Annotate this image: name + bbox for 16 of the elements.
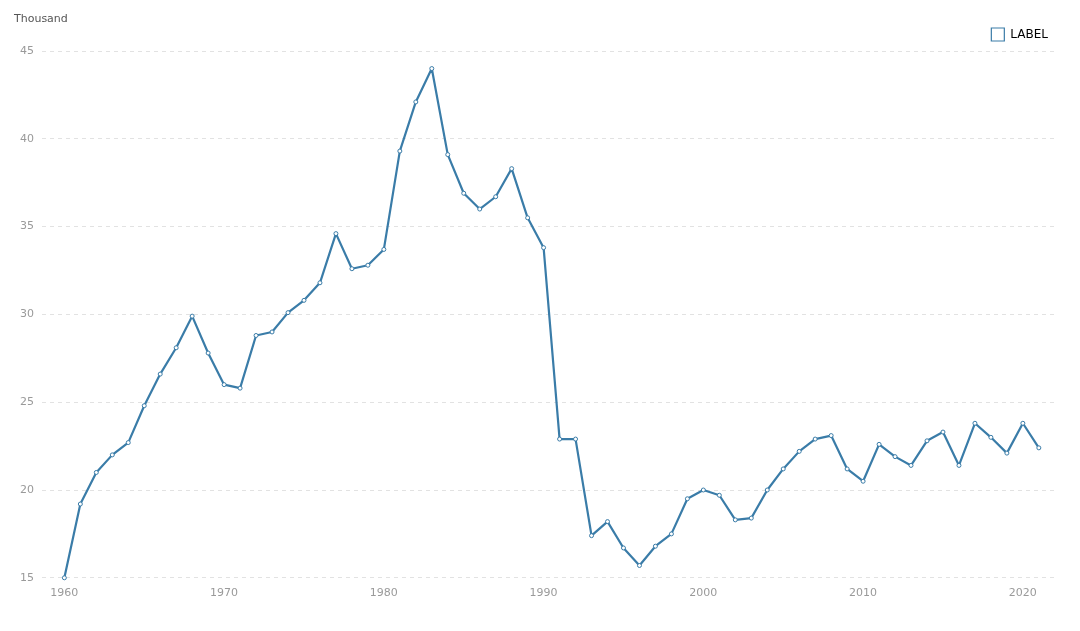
y-tick-label: 15 bbox=[20, 570, 34, 584]
x-tick-label: 1970 bbox=[210, 586, 239, 600]
legend-label: LABEL bbox=[1010, 26, 1049, 41]
y-axis-title: Thousand bbox=[13, 12, 68, 26]
x-tick-label: 2010 bbox=[849, 586, 878, 600]
x-tick-label: 1990 bbox=[529, 586, 558, 600]
x-tick-label: 1980 bbox=[369, 586, 398, 600]
x-tick-label: 1960 bbox=[50, 586, 79, 600]
x-tick-label: 2000 bbox=[689, 586, 718, 600]
y-tick-label: 35 bbox=[20, 219, 34, 233]
y-tick-label: 40 bbox=[20, 131, 34, 145]
y-tick-label: 45 bbox=[20, 43, 34, 57]
y-tick-label: 25 bbox=[20, 395, 34, 409]
x-tick-label: 2020 bbox=[1008, 586, 1037, 600]
y-tick-label: 30 bbox=[20, 307, 34, 321]
y-tick-label: 20 bbox=[20, 482, 34, 496]
